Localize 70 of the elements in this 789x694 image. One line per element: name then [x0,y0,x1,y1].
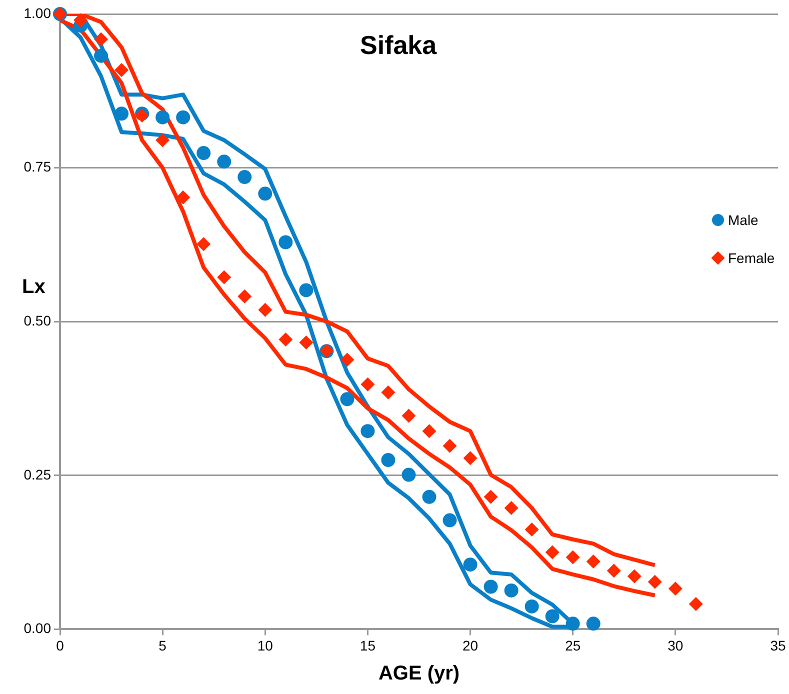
point [545,609,560,624]
point [442,438,457,453]
point [504,583,518,598]
x-tick-label: 0 [56,637,64,654]
point [156,133,170,148]
point [74,13,88,28]
x-tick-label: 15 [360,637,376,654]
legend-label: Female [728,250,775,266]
point [299,336,314,350]
y-tick-label: 0.50 [24,312,52,328]
x-tick-label: 10 [257,637,274,654]
point [586,616,600,631]
point [484,580,498,594]
point [648,574,662,589]
y-tick-label: 0.00 [24,620,52,636]
point [340,352,354,367]
point [94,32,108,46]
point [299,283,314,298]
point [606,564,621,578]
point [340,392,354,406]
point [258,302,272,317]
point [668,582,682,596]
point [278,332,293,346]
point [381,453,396,468]
point [360,424,375,438]
point [94,48,108,63]
point [688,596,703,611]
point [504,501,518,516]
point [566,550,580,564]
point [238,289,252,304]
point [156,110,170,124]
point [360,377,375,392]
x-tick-label: 35 [770,637,786,654]
point [524,522,539,537]
y-tick-label: 0.75 [24,158,52,175]
y-tick-label: 0.25 [24,466,52,482]
point [278,235,293,250]
point [422,424,436,438]
x-tick-label: 30 [668,637,684,654]
point [463,558,478,572]
point [442,513,457,528]
point [545,545,560,560]
point [524,599,539,614]
point [258,186,272,201]
y-tick-label: 1.00 [24,4,52,21]
point [217,154,232,169]
point [176,190,190,204]
legend-label: Male [728,212,758,228]
point [566,616,580,631]
point [463,451,478,466]
point [196,146,211,160]
x-tick-label: 25 [565,637,581,654]
point [114,62,129,77]
point [217,270,232,284]
point [484,490,498,504]
x-tick-label: 5 [158,637,167,654]
point [586,554,600,569]
x-axis-title: AGE (yr) [378,662,460,685]
point [114,106,129,121]
point [422,490,436,504]
point [238,170,252,184]
point [176,110,190,124]
y-axis-title: Lx [22,276,46,299]
point [402,408,416,423]
x-tick-label: 20 [462,637,478,654]
point [402,468,416,482]
point [196,237,211,252]
text: Sifaka [360,30,437,61]
point [381,385,396,400]
point [627,569,642,584]
